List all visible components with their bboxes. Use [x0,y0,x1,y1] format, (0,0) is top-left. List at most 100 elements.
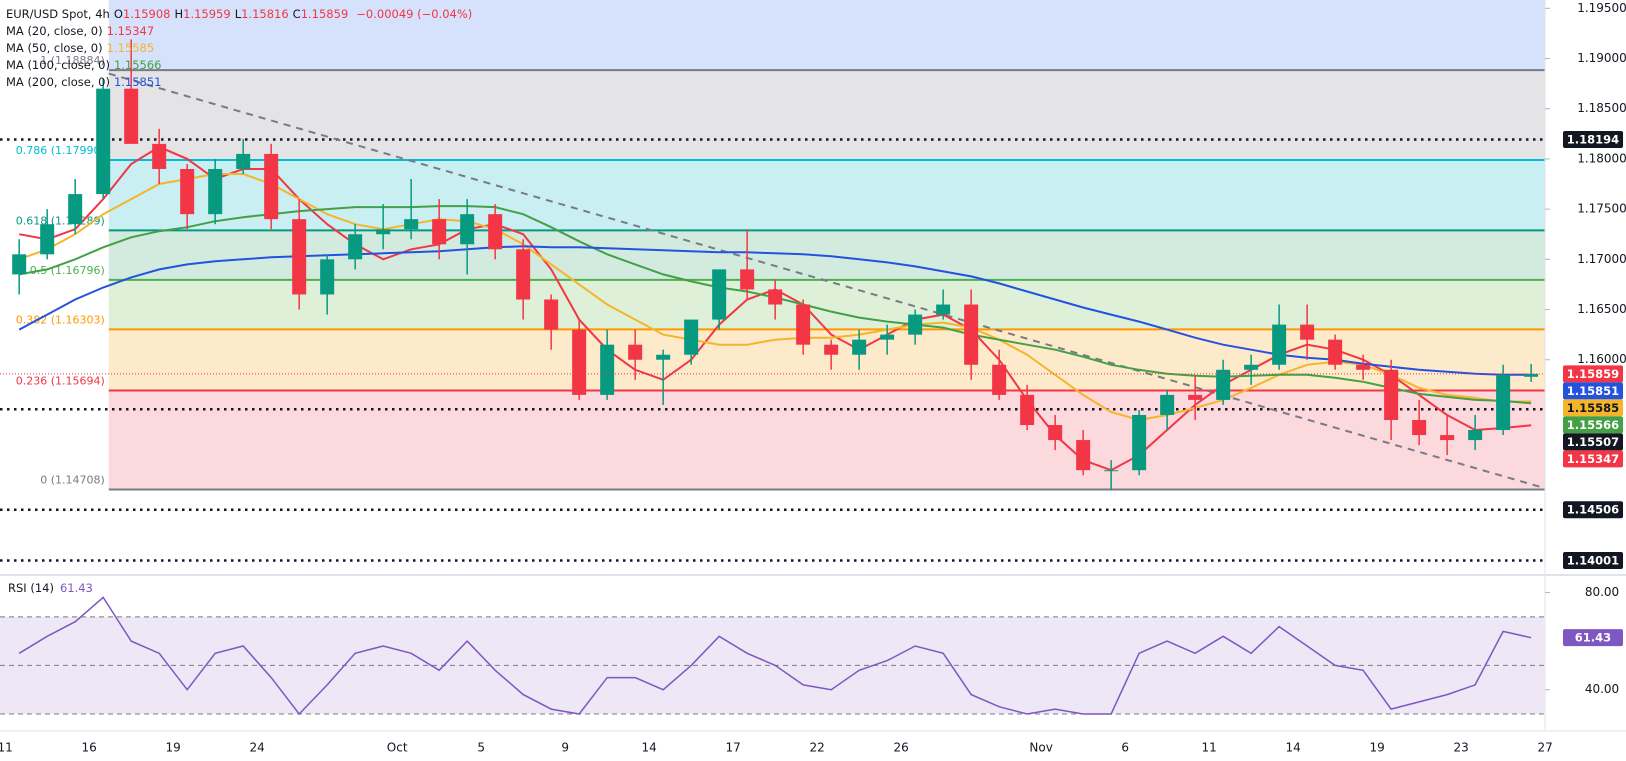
fib-label: 0.382 (1.16303) [16,313,105,326]
ohlc: O1.15908 H1.15959 L1.15816 C1.15859 [114,7,352,21]
candle-body [152,143,167,169]
price-tag-label: 1.15585 [1567,401,1619,415]
candle-body [600,344,615,395]
candle-body [1216,369,1231,400]
price-tag-label: 1.15566 [1567,418,1619,432]
symbol: EUR/USD Spot, 4h [6,7,110,21]
candle-body [320,259,335,295]
candle-body [1076,440,1091,471]
candle-body [404,219,419,230]
price-tag [1563,629,1623,647]
price-tag [1563,551,1623,569]
x-tick-label: 19 [1369,741,1384,755]
candle-body [264,153,279,220]
price-tag-label: 1.14001 [1567,553,1619,567]
x-tick-label: 19 [166,741,181,755]
candle-body [544,299,559,330]
candle-body [1048,425,1063,441]
fib-zone [108,159,1546,231]
price-tag-label: 61.43 [1575,631,1611,645]
rsi-band [0,616,1545,714]
price-tag [1563,382,1623,400]
x-tick-label: 27 [1537,741,1552,755]
candle-body [208,168,223,215]
y-tick-label: 80.00 [1585,585,1619,599]
candle-body [1412,419,1427,436]
rsi-value: 61.43 [59,581,93,595]
fib-label: 0.5 (1.16796) [30,264,105,277]
fib-zone [108,0,1546,71]
legend-entry: MA (100, close, 0) 1.15566 [6,57,476,74]
ohlc-key: L [234,7,242,21]
candle-body [768,289,783,305]
legend-entry: MA (200, close, 0) 1.15851 [6,74,476,91]
fib-zone [108,279,1546,330]
candle-body [180,168,195,215]
rsi-name: RSI (14) [8,581,54,595]
candle-body [516,249,531,300]
x-tick-label: 14 [1285,741,1300,755]
candle-body [1104,470,1119,472]
candle-body [1496,374,1511,431]
candle-body [1160,394,1175,415]
ohlc-key: O [113,7,123,21]
trendline [108,72,1546,490]
x-tick-label: 6 [1121,741,1129,755]
candle-body [1188,394,1203,400]
candle-body [1524,373,1539,377]
y-tick-label: 40.00 [1585,682,1619,696]
x-tick-label: Oct [387,741,408,755]
legend-entry: MA (50, close, 0) 1.15585 [6,40,476,57]
candle-body [40,224,55,255]
candle-body [1328,339,1343,365]
price-tag-label: 1.15347 [1567,452,1619,466]
candle-body [628,344,643,360]
legend-value: 1.15585 [106,41,155,55]
legend-value: 1.15851 [113,75,162,89]
candle-body [1300,324,1315,340]
legend-header: EUR/USD Spot, 4h O1.15908 H1.15959 L1.15816… [6,6,476,23]
fib-zone [108,390,1546,490]
candle-body [292,219,307,295]
price-tag-label: 1.15851 [1567,384,1619,398]
candle-body [908,314,923,335]
y-tick-label: 1.19500 [1577,1,1626,15]
change: −0.00049 (−0.04%) [356,7,473,21]
x-tick-label: 11 [1202,741,1217,755]
ohlc-value: 1.15959 [183,7,231,21]
price-tag-label: 1.14506 [1567,503,1619,517]
fib-zone [108,70,1546,160]
candle-body [432,219,447,245]
price-tag [1563,450,1623,468]
candle-body [124,88,139,144]
legend-name: MA (20, close, 0) [6,24,103,38]
x-tick-label: Nov [1029,741,1052,755]
y-tick-label: 1.17500 [1577,202,1626,216]
candle-body [936,304,951,315]
candle-body [348,234,363,260]
legend-name: MA (200, close, 0) [6,75,110,89]
price-tag-label: 1.18194 [1567,132,1619,146]
candle-body [824,344,839,355]
x-tick-label: 5 [477,741,485,755]
price-tag-label: 1.15859 [1567,367,1619,381]
y-tick-label: 1.17000 [1577,252,1626,266]
candle-body [1356,364,1371,370]
candle-body [96,88,111,195]
candle-body [740,269,755,290]
legend-value: 1.15566 [113,58,162,72]
legend-name: MA (100, close, 0) [6,58,110,72]
ohlc-key: H [174,7,184,21]
x-tick-label: 16 [82,741,97,755]
candle-body [376,229,391,235]
candle-body [992,364,1007,395]
fib-label: 0.618 (1.17289) [16,214,105,227]
price-tag [1563,130,1623,148]
fib-label: 1 (1.18884) [40,54,105,67]
x-tick-label: 22 [810,741,825,755]
x-tick-label: 26 [894,741,909,755]
y-tick-label: 1.16000 [1577,352,1626,366]
price-tag [1563,501,1623,519]
fib-label: 0.786 (1.17990) [16,144,105,157]
